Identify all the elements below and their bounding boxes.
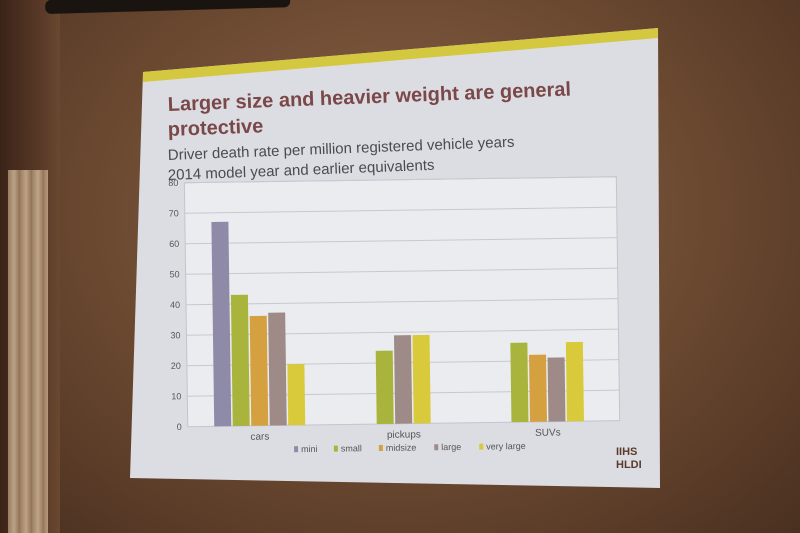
bar-suvs-midsize bbox=[529, 354, 547, 422]
y-tick-label: 40 bbox=[170, 300, 180, 310]
bar-pickups-large bbox=[393, 335, 413, 424]
bar-chart: 0 10 20 30 40 50 60 70 80 cars pickups SUVs mini sm… bbox=[168, 176, 621, 454]
y-axis-ticks: 0 10 20 30 40 50 60 70 80 bbox=[168, 178, 182, 432]
legend-swatch bbox=[294, 446, 299, 453]
y-tick-label: 80 bbox=[168, 178, 178, 188]
gridline bbox=[185, 237, 618, 245]
gridline bbox=[186, 298, 619, 306]
bar-suvs-very-large bbox=[565, 341, 584, 422]
y-tick-label: 70 bbox=[169, 208, 179, 218]
slide-title-line2: protective bbox=[167, 115, 263, 141]
x-category-label: SUVs bbox=[535, 427, 561, 438]
legend-entry: very large bbox=[486, 441, 526, 452]
bar-pickups-very-large bbox=[412, 334, 431, 424]
legend-entry: large bbox=[441, 442, 461, 452]
bar-pickups-small bbox=[375, 350, 394, 425]
legend-swatch bbox=[434, 444, 439, 451]
bar-suvs-small bbox=[510, 342, 529, 423]
iihs-logo: IIHS HLDI bbox=[616, 446, 642, 471]
y-tick-label: 50 bbox=[170, 269, 180, 279]
gridline bbox=[185, 267, 618, 275]
legend-swatch bbox=[333, 445, 338, 452]
y-tick-label: 20 bbox=[171, 361, 181, 371]
legend: mini small midsize large very large bbox=[294, 441, 526, 454]
curtain bbox=[8, 170, 48, 533]
x-axis-categories: cars pickups SUVs bbox=[250, 427, 560, 442]
bar-cars-large bbox=[268, 312, 287, 426]
y-tick-label: 60 bbox=[169, 239, 179, 249]
legend-swatch bbox=[378, 444, 383, 452]
legend-entry: small bbox=[341, 443, 362, 453]
bar-cars-mini bbox=[211, 221, 232, 427]
legend-swatch bbox=[479, 443, 484, 450]
bar-cars-midsize bbox=[249, 315, 269, 426]
x-category-label: pickups bbox=[387, 429, 421, 440]
gridline bbox=[184, 176, 617, 184]
bar-cars-small bbox=[230, 294, 250, 427]
logo-line1: IIHS bbox=[616, 446, 637, 458]
slide-accent-bar bbox=[143, 28, 658, 82]
legend-entry: mini bbox=[301, 444, 318, 454]
y-tick-label: 10 bbox=[171, 391, 181, 401]
logo-line2: HLDI bbox=[616, 459, 642, 471]
y-tick-label: 30 bbox=[170, 330, 180, 340]
bars bbox=[211, 221, 584, 427]
bar-suvs-large bbox=[547, 357, 566, 422]
y-tick-label: 0 bbox=[177, 422, 182, 432]
gridline bbox=[184, 206, 617, 214]
x-category-label: cars bbox=[250, 432, 269, 443]
legend-entry: midsize bbox=[386, 443, 417, 453]
bar-cars-very-large bbox=[287, 364, 306, 426]
